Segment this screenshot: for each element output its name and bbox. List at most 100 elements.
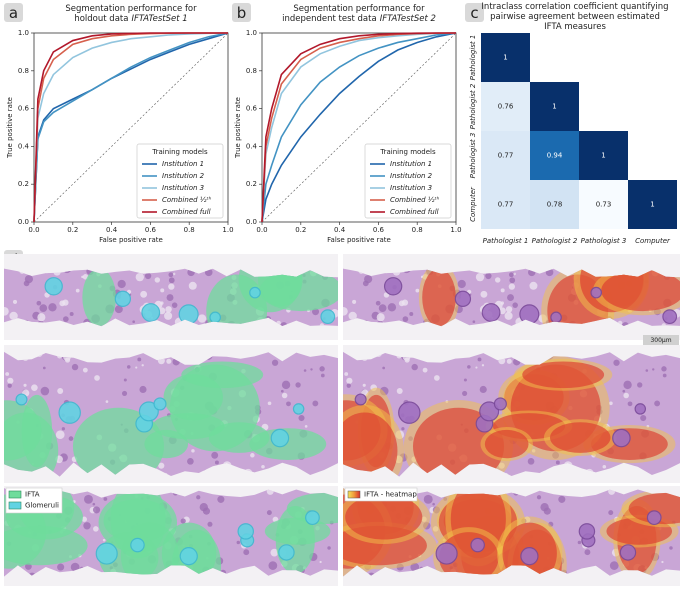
lumen — [387, 303, 397, 312]
lumen — [477, 357, 482, 362]
lumen — [166, 294, 174, 302]
lumen — [346, 377, 353, 384]
lumen — [602, 464, 607, 469]
lumen — [23, 383, 27, 387]
lumen — [622, 389, 626, 393]
legend-label: Combined full — [390, 208, 439, 216]
roc-curve — [33, 32, 229, 223]
cell-value: 0.76 — [498, 103, 514, 111]
glomerulus — [634, 403, 647, 415]
lumen — [83, 494, 93, 504]
ifta-overlay — [286, 493, 338, 525]
lumen — [82, 367, 88, 373]
panel-letter: a — [9, 4, 18, 22]
lumen — [158, 307, 166, 315]
y-tick-label: 0.0 — [18, 218, 29, 226]
lumen — [75, 288, 80, 293]
x-tick-label: 0.6 — [373, 226, 385, 234]
lumen — [404, 357, 410, 363]
glomerulus — [237, 523, 254, 540]
heatmap-cell — [481, 131, 530, 180]
lumen — [508, 283, 515, 290]
lumen — [343, 306, 348, 316]
heat-overlay — [522, 361, 605, 389]
lumen — [202, 507, 211, 515]
lumen — [295, 382, 301, 388]
lumen — [171, 302, 178, 308]
tissue-detail — [343, 351, 680, 477]
lumen — [512, 302, 518, 308]
chance-line — [261, 32, 457, 223]
lumen — [527, 458, 535, 465]
lumen — [140, 290, 148, 298]
column-label: Computer — [635, 237, 671, 245]
lumen — [457, 279, 466, 289]
legend-box — [136, 143, 224, 219]
lumen — [509, 277, 516, 284]
lumen — [320, 373, 325, 378]
glomerulus — [292, 403, 305, 415]
lumen — [168, 272, 174, 278]
x-tick-label: 0.6 — [145, 226, 157, 234]
roc-curve — [261, 32, 457, 223]
lumen — [135, 366, 138, 369]
scale-bar-box — [643, 335, 679, 345]
lumen — [57, 563, 65, 571]
column-label: Pathologist 1 — [483, 237, 529, 245]
lumen — [12, 299, 18, 304]
roc-curve — [33, 32, 229, 223]
legend-label: Institution 1 — [162, 160, 204, 168]
ifta-overlay — [144, 429, 189, 459]
glomerulus — [278, 544, 295, 561]
roc-curve — [261, 32, 456, 223]
lumen — [196, 495, 201, 500]
lumen — [68, 436, 74, 441]
lumen — [266, 510, 272, 516]
ifta-overlay — [259, 270, 338, 312]
lumen — [500, 288, 505, 293]
glomerulus — [130, 537, 145, 553]
lumen — [271, 359, 279, 366]
lumen — [327, 546, 331, 550]
lumen — [123, 378, 127, 382]
lumen — [475, 366, 478, 369]
legend-title: Training models — [151, 148, 208, 156]
lumen — [652, 368, 655, 371]
lumen — [4, 306, 9, 316]
heat-overlay — [549, 422, 611, 453]
lumen — [555, 460, 560, 465]
tissue-image — [4, 345, 338, 483]
x-tick-label: 0.4 — [334, 226, 346, 234]
lumen — [103, 497, 108, 501]
heatmap-cell — [481, 33, 530, 82]
ifta-overlay — [208, 422, 270, 453]
glomerulus — [454, 290, 472, 308]
title-line: Segmentation performance for — [65, 4, 197, 14]
cell-value: 1 — [552, 103, 556, 111]
lumen — [121, 390, 128, 396]
glomerulus — [383, 277, 403, 296]
legend-swatch — [8, 490, 22, 499]
legend-label: IFTA - heatmap — [364, 491, 417, 499]
lumen — [137, 357, 142, 362]
panel-letter: c — [470, 4, 478, 22]
lumen — [494, 277, 501, 283]
lumen — [267, 401, 272, 406]
lumen — [191, 449, 195, 453]
lumen — [281, 392, 288, 399]
lumen — [645, 369, 649, 372]
lumen — [211, 451, 219, 459]
lumen — [364, 275, 373, 284]
lumen — [70, 562, 80, 572]
panel-letter: b — [237, 4, 247, 22]
glomerulus — [481, 303, 501, 322]
legend-title: Training models — [379, 148, 436, 156]
lumen — [83, 522, 91, 530]
tissue-image — [343, 345, 680, 483]
glomerulus — [138, 401, 159, 422]
lumen — [410, 562, 420, 572]
cell-value: 0.73 — [596, 201, 612, 209]
cell-value: 0.77 — [498, 152, 514, 160]
lumen — [250, 453, 255, 458]
lumen — [286, 401, 291, 407]
